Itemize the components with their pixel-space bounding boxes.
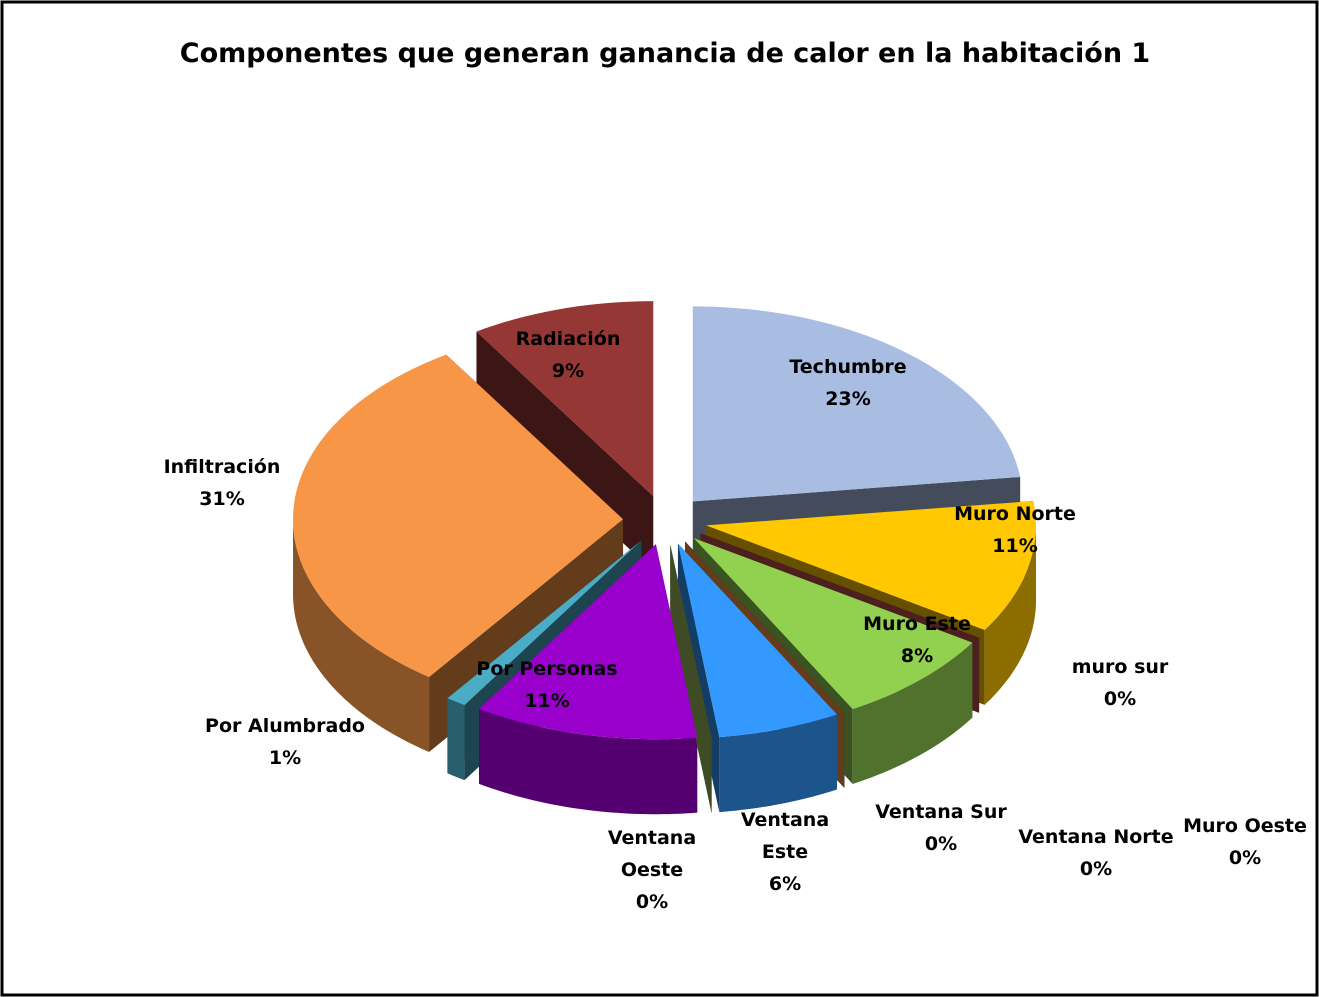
data-label: Ventana Norte 0% — [1018, 821, 1173, 885]
slice-value: 31% — [199, 488, 245, 510]
slice-name: Muro Este — [863, 613, 971, 635]
slice-value: 6% — [768, 873, 802, 895]
data-label: Muro Norte 11% — [954, 498, 1076, 562]
slice — [677, 543, 837, 738]
data-label: Por Alumbrado 1% — [205, 710, 365, 774]
slice-rim — [293, 519, 430, 752]
slice-value: 11% — [992, 535, 1038, 557]
slice-value: 8% — [900, 645, 934, 667]
slice-name: Ventana Norte — [1018, 826, 1174, 848]
slice-value: 11% — [524, 690, 570, 712]
slice — [479, 544, 698, 740]
data-label: Muro Oeste 0% — [1183, 810, 1307, 874]
slice-value: 0% — [924, 833, 958, 855]
slice-name: Ventana Oeste — [607, 827, 697, 881]
slice-value: 0% — [1079, 858, 1113, 880]
slice-value: 0% — [635, 891, 669, 913]
data-label: Techumbre 23% — [789, 351, 906, 415]
data-label: Ventana Sur 0% — [875, 796, 1007, 860]
slice-name: Por Alumbrado — [205, 715, 365, 737]
slice-value: 9% — [551, 360, 585, 382]
slice-value: 23% — [825, 388, 871, 410]
slice-name: Ventana Sur — [875, 801, 1007, 823]
data-label: Radiación 9% — [516, 323, 621, 387]
data-label: Infiltración 31% — [164, 451, 281, 515]
slice-name: Ventana Este — [740, 809, 830, 863]
slice-name: Infiltración — [163, 456, 281, 478]
slice — [692, 306, 1021, 502]
data-label: muro sur 0% — [1072, 651, 1169, 715]
slice-rim — [479, 708, 698, 815]
slice — [705, 500, 1036, 630]
slice-rim — [447, 698, 465, 781]
data-label: Ventana Oeste 0% — [607, 822, 697, 918]
slice — [476, 301, 654, 497]
slice-name: Radiación — [515, 328, 621, 350]
slice-value: 0% — [1103, 688, 1137, 710]
slice-name: Muro Oeste — [1183, 815, 1307, 837]
slice-rim — [719, 714, 837, 813]
slice — [447, 540, 642, 706]
slice-name: Por Personas — [476, 658, 618, 680]
data-label: Ventana Este 6% — [740, 804, 830, 900]
slice-name: muro sur — [1071, 656, 1169, 678]
slice-wall — [670, 544, 712, 814]
data-label: Por Personas 11% — [476, 653, 617, 717]
slice-name: Techumbre — [789, 356, 907, 378]
chart-title: Componentes que generan ganancia de calo… — [179, 38, 1151, 69]
slice-value: 1% — [268, 747, 302, 769]
slice — [293, 354, 624, 677]
slice-rim — [852, 642, 973, 784]
slice-rim — [984, 525, 1036, 705]
slice — [693, 538, 973, 709]
slice-name: Muro Norte — [954, 503, 1076, 525]
data-label: Muro Este 8% — [863, 608, 971, 672]
slice-value: 0% — [1228, 847, 1262, 869]
